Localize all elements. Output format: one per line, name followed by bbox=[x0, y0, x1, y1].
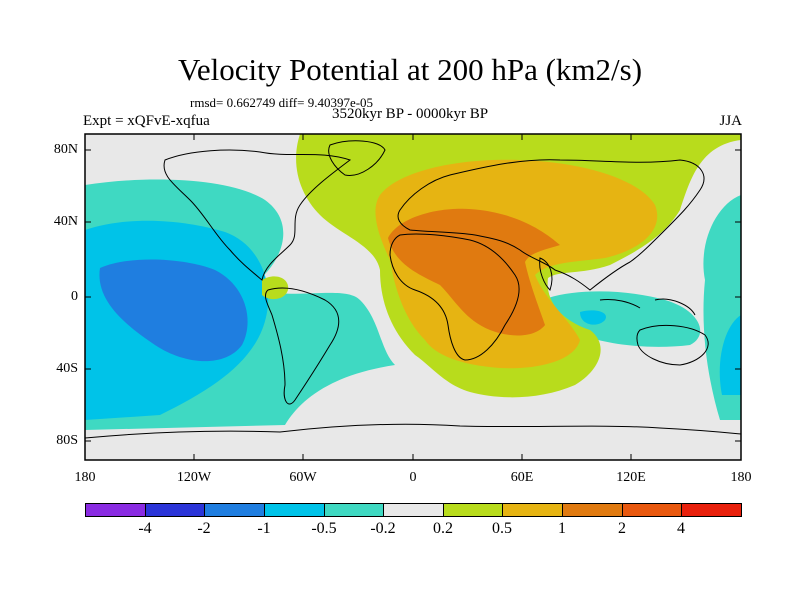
coast-south-america bbox=[265, 287, 340, 405]
colorbar-box bbox=[263, 503, 325, 517]
colorbar-label: 0.2 bbox=[433, 520, 453, 537]
lon-label-120w: 120W bbox=[176, 470, 212, 485]
plot-title: Velocity Potential at 200 hPa (km2/s) bbox=[177, 52, 643, 87]
colorbar-label: -4 bbox=[138, 520, 152, 537]
colorbar bbox=[85, 503, 743, 517]
coast-indonesia bbox=[599, 298, 696, 316]
colorbar-label: -0.5 bbox=[311, 520, 337, 537]
field-pos1 bbox=[388, 208, 560, 336]
season-label: JJA bbox=[719, 113, 742, 129]
contour-field bbox=[85, 134, 741, 460]
colorbar-label: 2 bbox=[618, 520, 626, 537]
colorbar-box bbox=[442, 503, 504, 517]
coast-australia bbox=[636, 325, 709, 366]
colorbar-box bbox=[85, 503, 146, 517]
colorbar-label: -1 bbox=[257, 520, 271, 537]
lat-label-40n: 40N bbox=[53, 214, 78, 229]
coast-india bbox=[539, 257, 553, 291]
tick-marks bbox=[84, 134, 742, 460]
colorbar-box bbox=[562, 503, 623, 517]
lat-label-80s: 80S bbox=[56, 433, 78, 448]
coast-north-america bbox=[163, 149, 352, 281]
lat-label-0: 0 bbox=[71, 289, 78, 304]
field-neg1-pacific bbox=[99, 259, 248, 362]
colorbar-label: -2 bbox=[197, 520, 211, 537]
coast-europe-asia bbox=[397, 159, 705, 291]
lon-label-180e: 180 bbox=[730, 470, 752, 485]
lon-label-60e: 60E bbox=[510, 470, 534, 485]
lat-label-80n: 80N bbox=[53, 142, 78, 157]
colorbar-box bbox=[502, 503, 564, 517]
colorbar-box bbox=[681, 503, 743, 517]
stats-annotation: rmsd= 0.662749 diff= 9.40397e-05 bbox=[190, 95, 374, 110]
lon-label-180w: 180 bbox=[74, 470, 96, 485]
colorbar-box bbox=[383, 503, 444, 517]
colorbar-label: -0.2 bbox=[370, 520, 396, 537]
colorbar-label: 4 bbox=[677, 520, 685, 537]
lon-label-120e: 120E bbox=[616, 470, 646, 485]
colorbar-box bbox=[621, 503, 683, 517]
coast-greenland bbox=[328, 140, 386, 176]
coastlines bbox=[85, 140, 741, 439]
field-neg05-indonesia bbox=[580, 310, 606, 325]
lon-label-60w: 60W bbox=[289, 470, 317, 485]
colorbar-box bbox=[204, 503, 265, 517]
colorbar-label: 1 bbox=[558, 520, 566, 537]
experiment-label: Expt = xQFvE-xqfua bbox=[83, 113, 210, 129]
lat-label-40s: 40S bbox=[56, 361, 78, 376]
field-neg05-east bbox=[719, 315, 741, 395]
coast-africa bbox=[389, 233, 520, 361]
colorbar-box bbox=[323, 503, 385, 517]
field-pos02-americas bbox=[262, 276, 289, 300]
colorbar-box bbox=[144, 503, 206, 517]
coast-antarctica bbox=[85, 423, 741, 439]
colorbar-label: 0.5 bbox=[492, 520, 512, 537]
period-annotation: 3520kyr BP - 0000kyr BP bbox=[331, 106, 489, 122]
lon-label-0: 0 bbox=[409, 470, 417, 485]
